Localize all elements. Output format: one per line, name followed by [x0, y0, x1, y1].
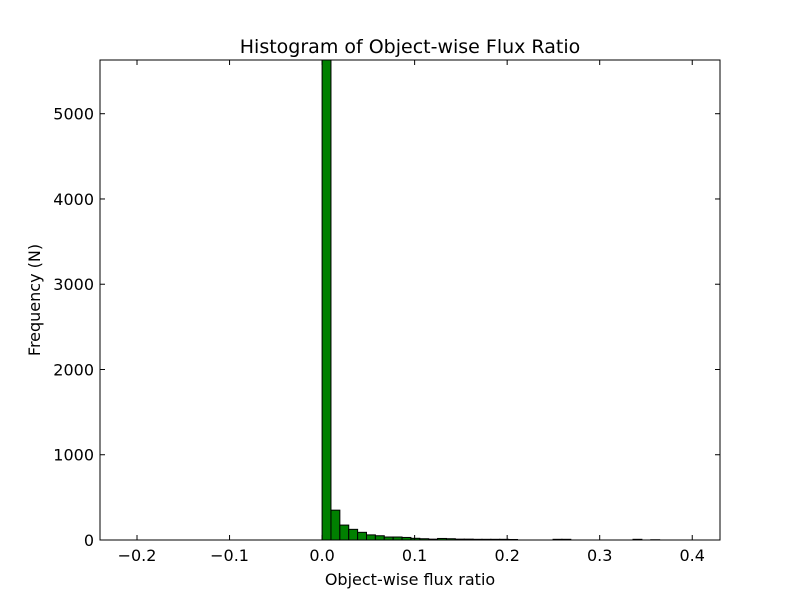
tick-labels: −0.2 −0.1 0.0 0.1 0.2 0.3 0.4 0 1000 2000 3000 4000… — [53, 105, 705, 565]
histogram-bar — [348, 528, 359, 541]
x-tick-label: 0.2 — [494, 546, 519, 565]
y-tick-label: 1000 — [53, 446, 94, 465]
histogram-bar — [374, 535, 385, 541]
x-tick-label: −0.1 — [210, 546, 249, 565]
histogram-bar — [330, 509, 341, 541]
histogram-bar — [357, 531, 368, 541]
y-tick-label: 5000 — [53, 105, 94, 124]
y-tick-label: 4000 — [53, 190, 94, 209]
y-axis-label: Frequency (N) — [25, 244, 44, 356]
axis-ticks — [100, 60, 720, 541]
plot-frame — [99, 59, 721, 541]
y-tick-label: 3000 — [53, 275, 94, 294]
histogram-bar — [366, 534, 376, 541]
x-tick-label: 0.0 — [309, 546, 334, 565]
x-tick-label: 0.3 — [587, 546, 612, 565]
y-tick-label: 2000 — [53, 360, 94, 379]
x-axis-label: Object-wise flux ratio — [325, 570, 495, 589]
chart-title: Histogram of Object-wise Flux Ratio — [240, 36, 580, 58]
x-tick-label: 0.1 — [402, 546, 427, 565]
histogram-bar — [321, 59, 332, 541]
x-tick-label: 0.4 — [680, 546, 705, 565]
x-tick-label: −0.2 — [118, 546, 157, 565]
histogram-bar — [339, 524, 350, 541]
y-tick-label: 0 — [84, 531, 94, 550]
